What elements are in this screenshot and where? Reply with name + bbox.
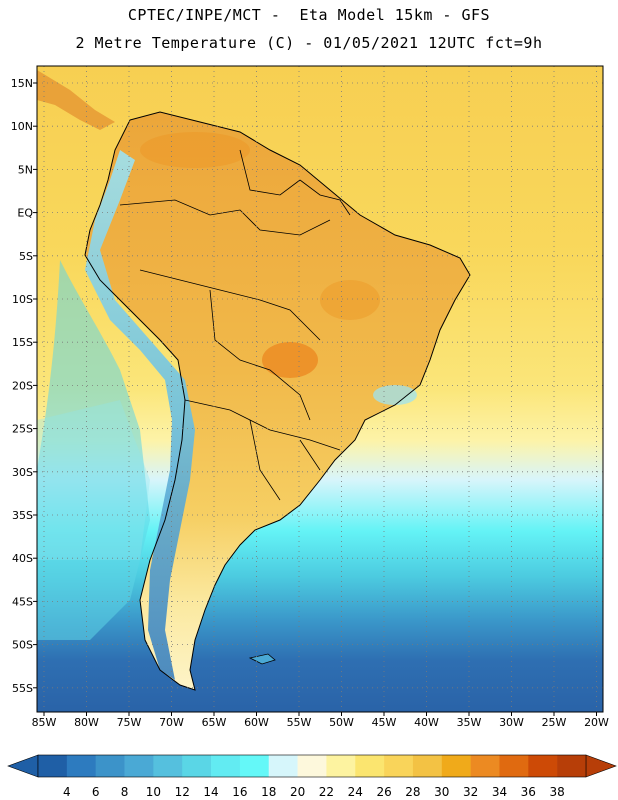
colorbar-label: 20 — [290, 785, 305, 799]
hot-spot-pantanal — [262, 342, 318, 378]
colorbar-label: 38 — [550, 785, 565, 799]
lon-label: 35W — [457, 716, 482, 729]
pacific-cool-band — [37, 260, 150, 640]
coastline — [84, 111, 471, 691]
colorbar-swatch — [499, 755, 529, 777]
colorbar-swatch — [239, 755, 270, 777]
lon-label: 45W — [372, 716, 397, 729]
south-america-land — [85, 112, 470, 690]
colorbar-swatch — [557, 755, 587, 777]
lat-label: 20S — [12, 379, 33, 392]
lon-label: 85W — [32, 716, 57, 729]
lon-label: 60W — [244, 716, 269, 729]
colorbar-label: 14 — [203, 785, 218, 799]
latitude-labels: 15N 10N 5N EQ 5S 10S 15S 20S 25S 30S 35S 40S 45S 50S 5… — [11, 77, 37, 695]
colorbar-swatch — [441, 755, 471, 777]
colorbar-swatch — [95, 755, 125, 777]
colorbar-label: 8 — [121, 785, 129, 799]
colorbar-swatch — [384, 755, 414, 777]
colorbar-label: 36 — [521, 785, 536, 799]
title-line-1: CPTEC/INPE/MCT - Eta Model 15km - GFS — [127, 6, 491, 24]
colorbar: 4 6 8 10 12 14 16 18 20 22 24 26 28 30 32 34 36 38 — [7, 754, 617, 799]
colorbar-high-arrow — [585, 754, 617, 778]
lon-label: 50W — [329, 716, 354, 729]
colorbar-label: 6 — [92, 785, 100, 799]
falkland-islands — [248, 653, 276, 665]
colorbar-swatch — [66, 755, 96, 777]
colorbar-label: 4 — [63, 785, 71, 799]
colorbar-label: 18 — [261, 785, 276, 799]
lat-label: 50S — [12, 639, 33, 652]
lon-label: 25W — [542, 716, 567, 729]
title-line-2: 2 Metre Temperature (C) - 01/05/2021 12U… — [75, 34, 543, 52]
colorbar-swatch — [38, 755, 68, 777]
colorbar-swatch — [528, 755, 558, 777]
hot-spot-north — [140, 132, 250, 168]
colorbar-border — [37, 754, 587, 778]
colorbar-label: 12 — [175, 785, 190, 799]
lon-label: 80W — [74, 716, 99, 729]
lat-label: 35S — [12, 509, 33, 522]
colorbar-label: 28 — [405, 785, 420, 799]
country-borders — [119, 149, 351, 501]
lat-label: 30S — [12, 466, 33, 479]
colorbar-swatch — [268, 755, 298, 777]
lat-label: EQ — [17, 207, 33, 220]
lat-label: 15N — [11, 77, 33, 90]
lat-label: 5N — [18, 163, 33, 176]
colorbar-swatch — [124, 755, 154, 777]
hot-spot-central — [320, 280, 380, 320]
cool-patch-se-brazil — [373, 385, 417, 405]
lat-label: 40S — [12, 552, 33, 565]
colorbar-swatch — [297, 755, 327, 777]
lon-label: 65W — [202, 716, 227, 729]
lat-label: 5S — [19, 250, 33, 263]
colorbar-label: 22 — [319, 785, 334, 799]
andes-cold-strip — [85, 150, 195, 680]
lon-label: 20W — [584, 716, 609, 729]
longitude-labels: 85W 80W 75W 70W 65W 60W 55W 50W 45W 40W 35W 30W 25W 2… — [32, 712, 609, 729]
lat-label: 55S — [12, 682, 33, 695]
colorbar-swatch — [182, 755, 212, 777]
lon-label: 55W — [287, 716, 312, 729]
colorbar-label: 24 — [348, 785, 363, 799]
colorbar-label: 32 — [463, 785, 478, 799]
map-frame — [36, 65, 604, 713]
lon-label: 75W — [117, 716, 142, 729]
colorbar-label: 10 — [146, 785, 161, 799]
pacific-cool-band-2 — [37, 400, 150, 560]
map-plot-area — [37, 66, 603, 712]
colorbar-swatch — [326, 755, 356, 777]
lon-label: 30W — [499, 716, 524, 729]
lat-label: 10S — [12, 293, 33, 306]
colorbar-swatch — [470, 755, 500, 777]
lat-label: 25S — [12, 423, 33, 436]
colorbar-swatch — [153, 755, 183, 777]
colorbar-swatch — [211, 755, 241, 777]
colorbar-label: 34 — [492, 785, 507, 799]
colorbar-swatch — [355, 755, 385, 777]
colorbar-label: 16 — [232, 785, 247, 799]
lat-label: 15S — [12, 336, 33, 349]
lat-label: 45S — [12, 595, 33, 608]
central-america-land — [37, 70, 115, 130]
colorbar-label: 30 — [434, 785, 449, 799]
lon-label: 40W — [414, 716, 439, 729]
colorbar-swatch — [412, 755, 443, 777]
lat-label: 10N — [11, 120, 33, 133]
colorbar-label: 26 — [376, 785, 391, 799]
lon-label: 70W — [159, 716, 184, 729]
colorbar-low-arrow — [7, 754, 39, 778]
